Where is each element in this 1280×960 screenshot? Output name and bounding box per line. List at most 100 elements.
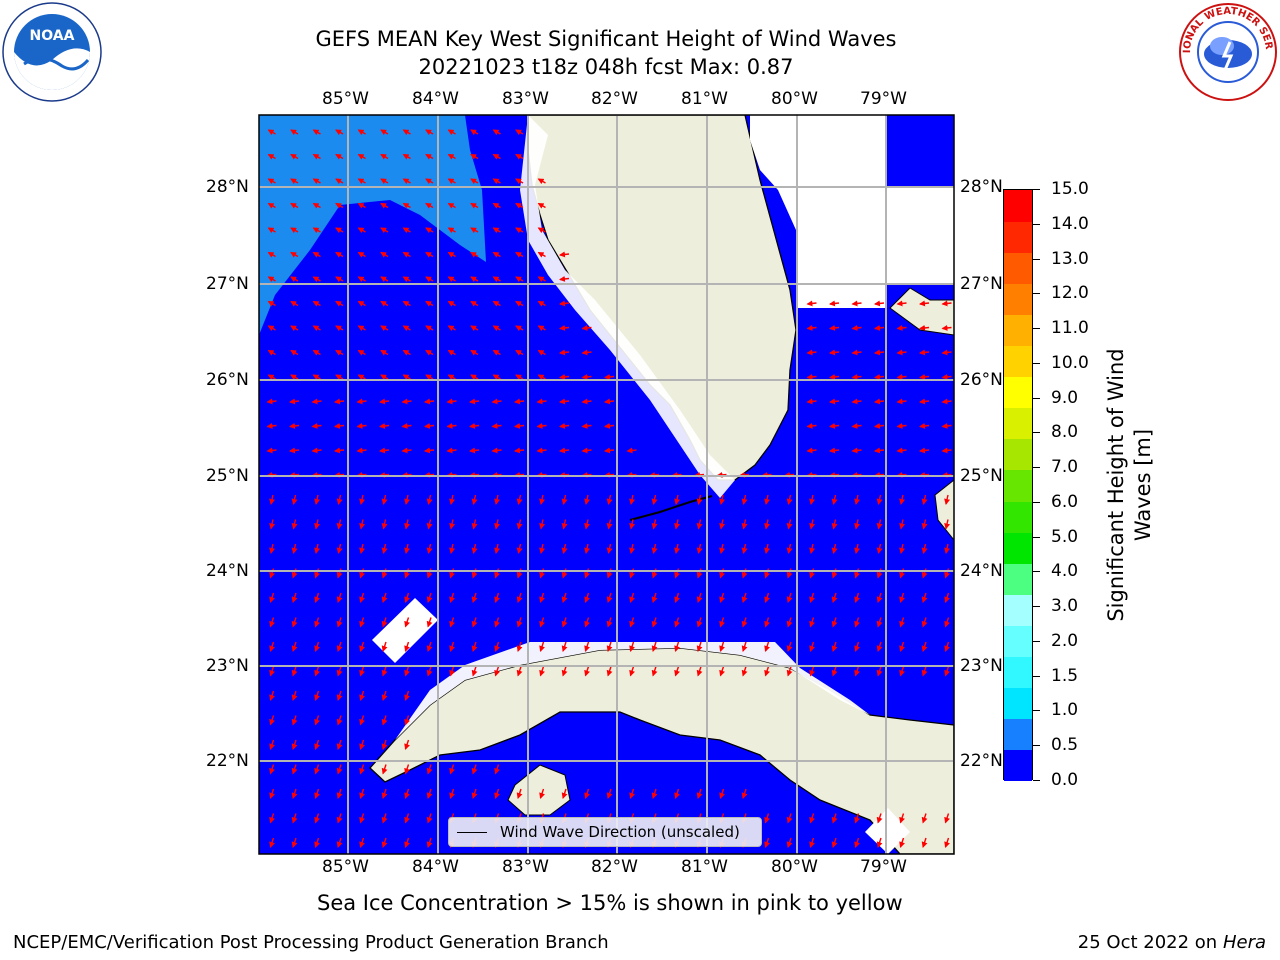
wave-arrow: [651, 617, 658, 628]
footer-branch: NCEP/EMC/Verification Post Processing Pr…: [13, 932, 609, 953]
wave-arrow: [584, 519, 591, 530]
wave-arrow: [626, 447, 637, 454]
wave-arrow: [921, 543, 928, 554]
wave-arrow: [876, 617, 883, 628]
wave-arrow: [314, 764, 320, 775]
wave-arrow: [854, 666, 860, 677]
footer-date-text: 25 Oct 2022 on: [1077, 932, 1223, 953]
wave-arrow: [651, 666, 658, 677]
wave-arrow: [267, 227, 276, 234]
wave-arrow: [651, 519, 658, 530]
lon-tick-top-5: 81°W: [681, 89, 728, 109]
wave-arrow: [896, 398, 907, 405]
wave-arrow: [606, 592, 613, 603]
wave-arrow: [336, 617, 343, 628]
wave-arrow: [359, 764, 365, 775]
wave-arrow: [604, 422, 615, 429]
wave-arrow: [559, 398, 570, 405]
wave-arrow: [404, 788, 410, 799]
wave-arrow: [312, 300, 321, 307]
wave-arrow: [449, 788, 455, 799]
wave-arrow: [402, 202, 411, 209]
wave-arrow: [336, 543, 343, 554]
wave-arrow: [515, 374, 524, 381]
colorbar-cell: [1004, 252, 1032, 284]
wave-arrow: [267, 153, 276, 160]
wave-arrow: [491, 447, 502, 454]
wave-arrow: [289, 447, 300, 454]
wave-arrow: [336, 641, 343, 652]
wave-arrow: [921, 641, 928, 652]
wave-arrow: [559, 447, 570, 454]
wave-arrow: [449, 764, 455, 775]
wave-arrow: [581, 349, 592, 356]
wave-arrow: [471, 519, 478, 530]
wave-arrow: [494, 494, 501, 505]
wave-arrow: [494, 666, 500, 677]
wave-arrow: [471, 592, 478, 603]
wave-arrow: [921, 592, 928, 603]
wave-arrow: [336, 519, 343, 530]
wave-arrow: [831, 641, 838, 652]
wave-arrow: [651, 788, 658, 799]
wave-arrow: [335, 251, 344, 258]
wave-arrow: [896, 324, 907, 331]
wave-arrow: [267, 276, 276, 283]
wave-arrow: [854, 837, 860, 848]
wave-arrow: [584, 641, 590, 652]
wave-arrow: [741, 617, 748, 628]
wave-arrow: [402, 153, 411, 160]
wave-arrow: [516, 543, 523, 554]
lat-tick-left-6: 23°N: [206, 656, 249, 676]
wave-arrow: [471, 764, 478, 775]
wave-arrow: [674, 617, 680, 628]
colorbar-tick-label: 11.0: [1051, 318, 1089, 339]
wave-arrow: [537, 276, 546, 283]
wave-arrow: [425, 374, 434, 381]
wave-arrow: [764, 813, 770, 824]
wave-arrow: [719, 641, 725, 652]
wave-arrow: [629, 641, 635, 652]
wave-arrow: [696, 543, 703, 554]
wave-arrow: [514, 398, 525, 405]
wave-arrow: [381, 543, 388, 554]
wave-arrow: [851, 300, 862, 307]
wave-arrow: [944, 494, 951, 505]
wave-arrow: [809, 641, 815, 652]
wave-arrow: [492, 153, 501, 160]
wave-arrow: [515, 300, 524, 307]
wave-arrow: [314, 519, 321, 530]
wave-arrow: [266, 447, 277, 454]
wave-arrow: [559, 275, 570, 282]
wave-arrow: [336, 592, 343, 603]
wave-arrow: [291, 837, 298, 848]
wave-arrow: [806, 398, 817, 405]
colorbar-cell: [1004, 625, 1032, 658]
wave-arrow: [516, 666, 523, 677]
wave-arrow: [471, 543, 478, 554]
wave-arrow: [851, 422, 862, 429]
wave-arrow: [471, 666, 478, 677]
wave-arrow: [336, 666, 343, 677]
wave-arrow: [494, 764, 500, 775]
wave-arrow: [446, 422, 457, 429]
wave-arrow: [335, 276, 344, 283]
colorbar-title-line1: Significant Height of Wind: [1104, 348, 1128, 622]
colorbar-tick-mark: [1033, 467, 1040, 469]
wave-arrow: [629, 494, 636, 505]
wave-arrow: [629, 543, 636, 554]
wave-arrow: [381, 739, 388, 750]
wave-arrow: [539, 617, 545, 628]
wave-arrow: [380, 202, 389, 209]
wave-arrow: [899, 617, 905, 628]
wave-arrow: [515, 325, 524, 332]
footer-machine: Hera: [1222, 932, 1266, 953]
wave-arrow: [312, 251, 321, 258]
wave-arrow: [941, 398, 952, 405]
wave-arrow: [424, 398, 435, 405]
wave-arrow: [402, 227, 411, 234]
wave-arrow: [899, 837, 905, 848]
colorbar-tick-mark: [1033, 536, 1040, 538]
wave-arrow: [786, 592, 793, 603]
wave-arrow: [314, 592, 320, 603]
